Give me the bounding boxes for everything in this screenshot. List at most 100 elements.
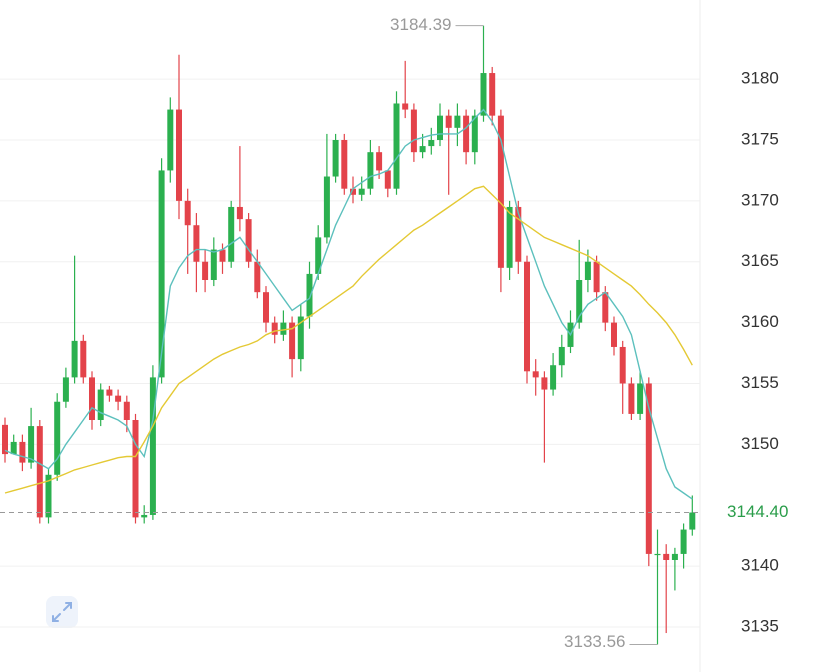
candle-body xyxy=(167,109,174,171)
y-tick-label: 3160 xyxy=(741,312,779,331)
candle-body xyxy=(584,261,591,280)
candle-body xyxy=(376,152,383,171)
candle-body xyxy=(619,346,626,384)
candle-body xyxy=(515,206,522,262)
candle-body xyxy=(115,395,122,402)
candle-body xyxy=(45,474,52,518)
candle-body xyxy=(341,140,348,189)
candle-body xyxy=(89,377,95,420)
candle-body xyxy=(149,377,156,515)
candle-body xyxy=(576,280,583,323)
candle-body xyxy=(489,73,496,116)
candle-body xyxy=(245,219,252,262)
candle-body xyxy=(80,340,87,378)
min-label: 3133.56 xyxy=(564,632,625,651)
candle-body xyxy=(654,553,661,556)
candle-body xyxy=(506,206,513,268)
candle-body xyxy=(410,109,417,153)
candle-body xyxy=(680,529,687,554)
candle-body xyxy=(524,261,530,372)
candle-body xyxy=(315,237,322,274)
candle-body xyxy=(280,322,287,335)
y-tick-label: 3150 xyxy=(741,434,779,453)
candle-body xyxy=(480,73,487,116)
candle-body xyxy=(28,426,35,463)
candle-body xyxy=(593,261,600,293)
candle-body xyxy=(71,340,78,378)
candle-body xyxy=(289,322,296,360)
candle-body xyxy=(10,441,17,455)
candle-body xyxy=(297,316,304,360)
candle-body xyxy=(671,553,678,560)
candle-body xyxy=(254,261,261,293)
candles xyxy=(2,25,696,645)
candle-body xyxy=(463,115,470,153)
candle-body xyxy=(541,377,548,390)
candle-body xyxy=(36,426,43,518)
candle-body xyxy=(202,261,209,280)
candle-body xyxy=(332,140,339,177)
candle-body xyxy=(454,115,461,128)
y-tick-label: 3175 xyxy=(741,129,779,148)
candle-body xyxy=(445,115,452,128)
candle-body xyxy=(532,371,539,378)
expand-button[interactable] xyxy=(46,596,78,628)
candle-body xyxy=(132,420,139,518)
candle-body xyxy=(663,553,670,560)
candle-body xyxy=(54,401,61,475)
candle-body xyxy=(106,389,113,396)
candle-body xyxy=(271,322,278,335)
expand-button-bg[interactable] xyxy=(46,596,78,628)
candle-body xyxy=(19,441,26,463)
candle-body xyxy=(602,292,609,323)
candle-body xyxy=(2,424,8,455)
candle-body xyxy=(158,170,165,378)
candle-body xyxy=(219,249,226,262)
ma-line xyxy=(4,185,693,494)
candle-body xyxy=(611,322,617,347)
ma-line xyxy=(4,108,693,500)
y-tick-label: 3170 xyxy=(741,190,779,209)
max-label: 3184.39 xyxy=(390,15,451,34)
candle-body xyxy=(236,206,243,220)
candle-body xyxy=(637,383,644,414)
candle-body xyxy=(350,188,356,195)
expand-icon[interactable] xyxy=(52,602,72,622)
candle-body xyxy=(210,249,217,280)
y-tick-label: 3180 xyxy=(741,69,779,88)
candle-body xyxy=(384,170,391,189)
candle-body xyxy=(428,140,435,147)
candle-body xyxy=(97,389,104,420)
candle-body xyxy=(367,152,374,189)
candle-body xyxy=(184,200,191,226)
candle-body xyxy=(263,292,269,323)
candle-body xyxy=(689,512,696,530)
candle-body xyxy=(393,103,400,189)
y-tick-label: 3155 xyxy=(741,373,779,392)
candle-body xyxy=(123,401,130,420)
candle-body xyxy=(228,206,235,262)
candle-body xyxy=(550,365,557,390)
candle-body xyxy=(437,115,443,140)
candle-body xyxy=(558,346,565,366)
candle-body xyxy=(62,377,69,402)
candle-body xyxy=(141,514,148,518)
candle-body xyxy=(402,103,409,110)
last-price-label: 3144.40 xyxy=(727,502,788,521)
candle-body xyxy=(419,146,426,153)
last-price-bg xyxy=(720,499,828,526)
y-tick-label: 3140 xyxy=(741,556,779,575)
candle-body xyxy=(628,383,635,414)
candle-body xyxy=(497,115,504,268)
candle-body xyxy=(193,225,200,262)
candle-body xyxy=(358,188,365,195)
candle-body xyxy=(306,273,313,317)
candle-body xyxy=(323,176,330,238)
candle-body xyxy=(645,383,652,554)
y-tick-label: 3135 xyxy=(741,616,779,635)
y-tick-label: 3165 xyxy=(741,251,779,270)
candle-body xyxy=(471,115,478,153)
candle-body xyxy=(176,109,182,201)
